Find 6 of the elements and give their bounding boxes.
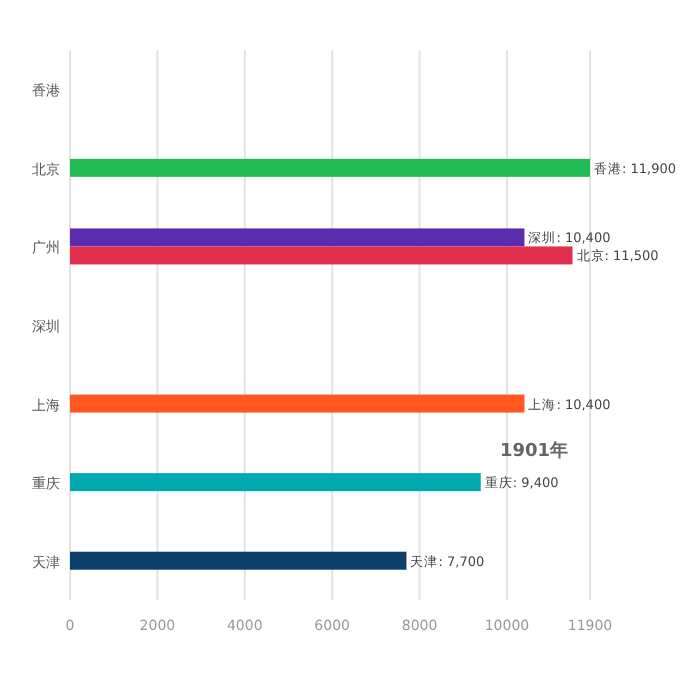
bar xyxy=(70,473,481,492)
bar xyxy=(70,551,407,570)
bar xyxy=(70,158,590,177)
text: 1901年 xyxy=(499,440,569,462)
bar xyxy=(70,394,525,413)
bar xyxy=(70,246,573,265)
